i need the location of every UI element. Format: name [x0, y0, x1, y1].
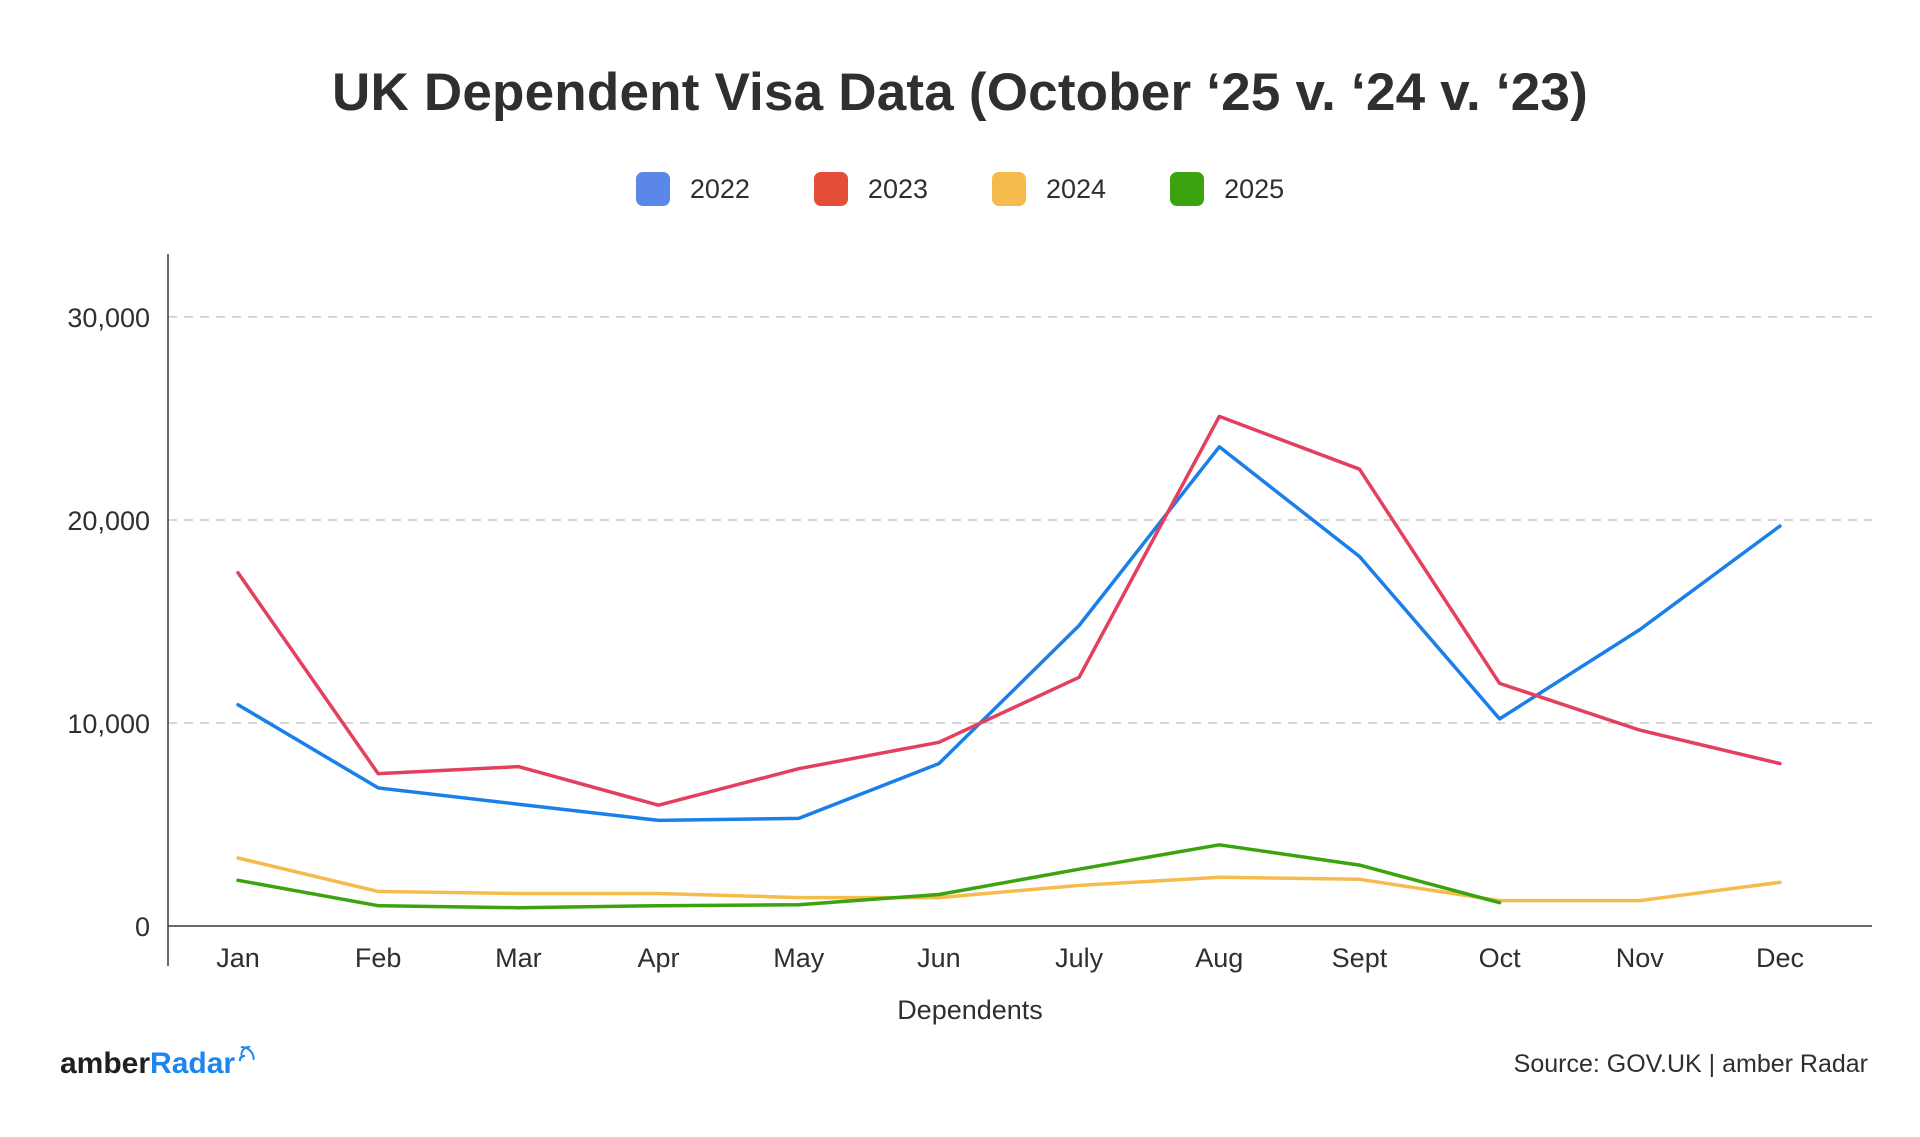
x-tick-label: Jan [216, 943, 260, 973]
legend-swatch [1170, 172, 1205, 206]
y-tick-label: 30,000 [67, 303, 150, 333]
brand-logo: amber Radar [60, 1045, 259, 1081]
legend-label: 2024 [1046, 173, 1107, 204]
series-line-2024 [236, 856, 1782, 903]
series-line-2022 [236, 445, 1782, 823]
legend-label: 2022 [689, 173, 750, 204]
brand-text-main: amber [60, 1047, 151, 1080]
x-tick-label: Nov [1616, 943, 1665, 973]
x-tick-label: Oct [1479, 943, 1522, 973]
legend-swatch [635, 172, 670, 206]
y-tick-label: 0 [135, 912, 150, 942]
x-tick-label: May [773, 943, 825, 973]
y-tick-label: 10,000 [67, 709, 150, 739]
legend: 2022 2023 2024 2025 [0, 172, 1920, 206]
radar-waves-icon [238, 1045, 255, 1062]
x-axis-title: Dependents [897, 995, 1043, 1025]
source-note: Source: GOV.UK | amber Radar [1513, 1050, 1868, 1078]
series-line-2025 [236, 843, 1502, 910]
y-tick-label: 20,000 [67, 506, 150, 536]
x-tick-label: Sept [1332, 943, 1388, 973]
x-tick-label: Mar [495, 943, 542, 973]
brand-text-accent: Radar [150, 1047, 236, 1080]
x-tick-label: Feb [355, 943, 402, 973]
x-tick-label: Apr [638, 943, 680, 973]
x-tick-label: July [1055, 943, 1104, 973]
x-tick-label: Aug [1195, 943, 1243, 973]
x-tick-label: Jun [917, 943, 961, 973]
series-line-2023 [236, 414, 1782, 807]
legend-label: 2023 [867, 173, 928, 204]
legend-swatch [813, 172, 848, 206]
legend-label: 2025 [1224, 173, 1285, 204]
chart-title: UK Dependent Visa Data (October ‘25 v. ‘… [332, 63, 1588, 122]
legend-item-2023: 2023 [813, 172, 928, 206]
legend-item-2024: 2024 [992, 172, 1106, 206]
legend-item-2022: 2022 [635, 172, 750, 206]
legend-swatch [992, 172, 1026, 206]
legend-item-2025: 2025 [1170, 172, 1284, 206]
x-tick-label: Dec [1756, 943, 1804, 973]
